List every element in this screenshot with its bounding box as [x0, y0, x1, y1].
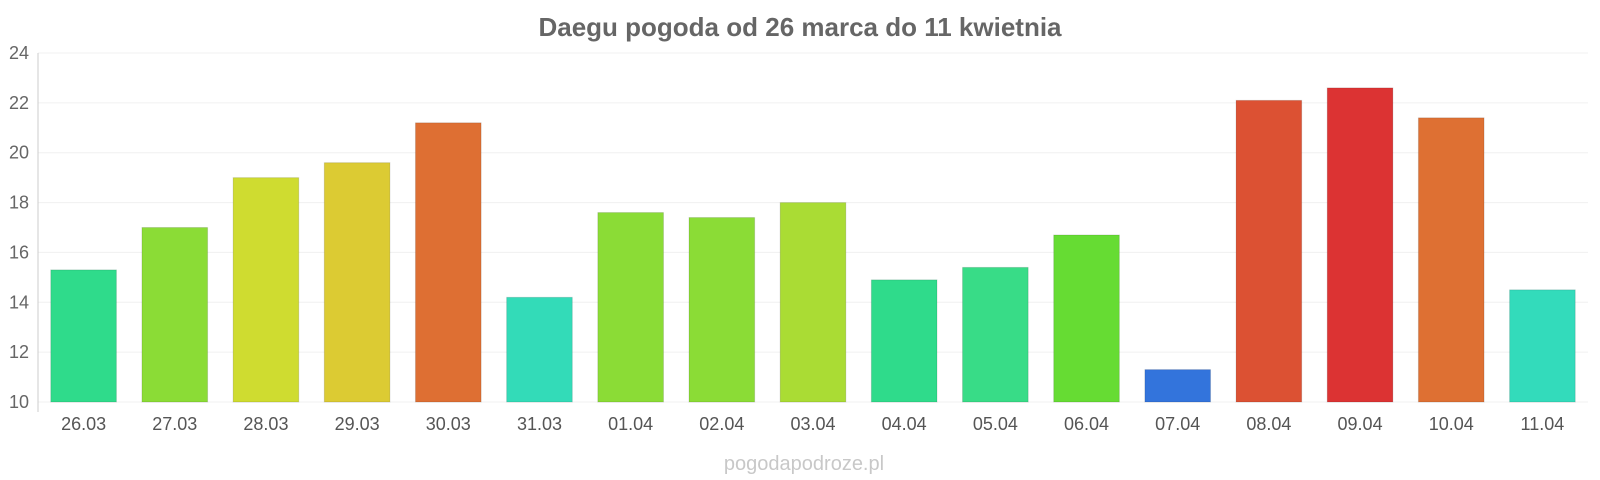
bar-07.04	[1144, 369, 1212, 403]
x-tick-label: 05.04	[973, 414, 1018, 434]
y-tick-label: 24	[9, 43, 29, 63]
x-tick-label: 11.04	[1521, 414, 1565, 434]
bar-05.04	[962, 266, 1029, 403]
y-axis: 10 12 14 16 18 20 22 24	[9, 43, 29, 412]
y-tick-label: 20	[9, 143, 29, 163]
bar-03.04	[779, 202, 847, 403]
bar-27.03	[141, 227, 209, 403]
chart-title: Daegu pogoda od 26 marca do 11 kwietnia	[538, 12, 1062, 42]
x-tick-label: 03.04	[790, 414, 835, 434]
watermark: pogodapodroze.pl	[724, 453, 884, 475]
x-tick-label: 26.03	[61, 414, 106, 434]
x-tick-label: 02.04	[699, 414, 744, 434]
x-tick-label: 09.04	[1338, 414, 1383, 434]
y-tick-label: 14	[9, 292, 29, 312]
y-tick-label: 16	[9, 242, 29, 262]
bar-10.04	[1417, 117, 1485, 403]
bar-28.03	[232, 177, 300, 403]
bar-26.03	[50, 269, 117, 403]
y-tick-label: 18	[9, 193, 29, 213]
bars	[50, 87, 1576, 403]
x-tick-label: 10.04	[1429, 414, 1474, 434]
x-tick-label: 30.03	[426, 414, 471, 434]
x-tick-label: 01.04	[608, 414, 653, 434]
y-tick-label: 22	[9, 93, 29, 113]
bar-31.03	[506, 296, 573, 403]
y-tick-label: 12	[9, 342, 29, 362]
bar-04.04	[870, 279, 938, 403]
bar-30.03	[414, 122, 482, 403]
x-tick-label: 27.03	[152, 414, 197, 434]
bar-09.04	[1326, 87, 1394, 403]
x-tick-label: 04.04	[882, 414, 927, 434]
bar-06.04	[1053, 234, 1120, 403]
x-tick-label: 07.04	[1155, 414, 1200, 434]
x-tick-label: 31.03	[517, 414, 562, 434]
bar-11.04	[1509, 289, 1576, 403]
x-tick-label: 29.03	[335, 414, 380, 434]
x-tick-label: 28.03	[243, 414, 288, 434]
x-tick-label: 08.04	[1246, 414, 1291, 434]
bar-02.04	[688, 217, 756, 403]
bar-08.04	[1235, 99, 1303, 403]
x-axis: 26.03 27.03 28.03 29.03 30.03 31.03 01.04 02.04…	[61, 414, 1564, 434]
x-tick-label: 06.04	[1064, 414, 1109, 434]
bar-29.03	[323, 162, 391, 403]
bar-01.04	[597, 212, 664, 403]
y-tick-label: 10	[9, 392, 29, 412]
